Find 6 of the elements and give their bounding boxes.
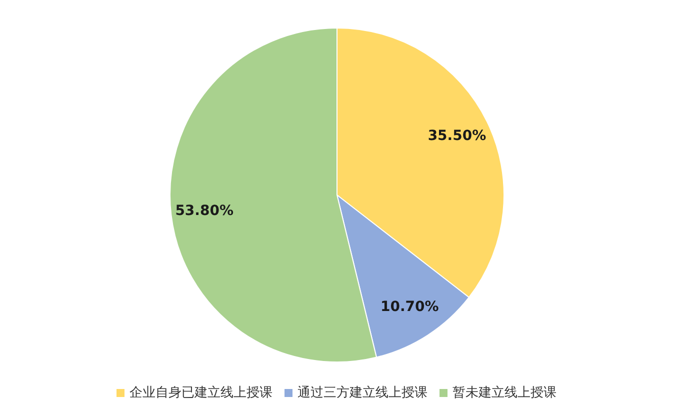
data-label: 10.70% [380,299,439,316]
legend-label: 通过三方建立线上授课 [298,384,428,400]
legend-label: 企业自身已建立线上授课 [130,384,272,400]
legend-label: 暂未建立线上授课 [452,384,556,400]
data-label: 53.80% [175,202,234,219]
data-label: 35.50% [428,128,486,144]
